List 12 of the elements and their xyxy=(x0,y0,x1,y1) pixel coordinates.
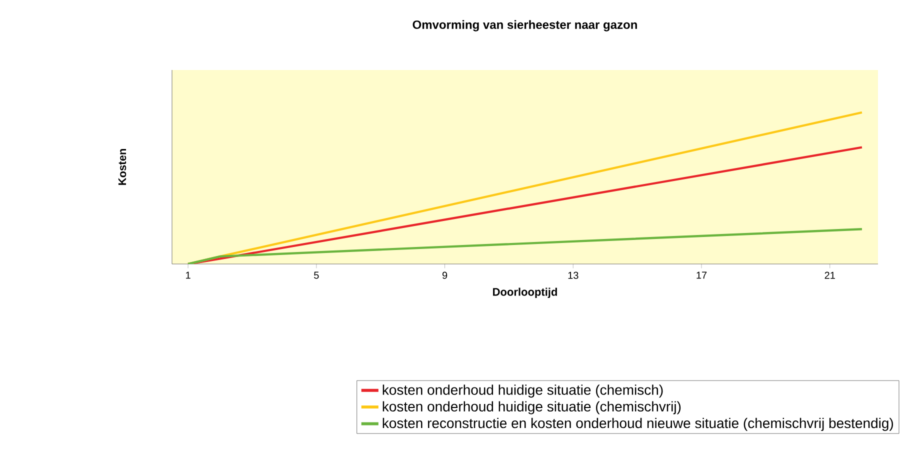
x-tick-label: 13 xyxy=(568,272,578,279)
x-tick-label: 21 xyxy=(824,272,835,279)
y-axis-title: Kosten xyxy=(118,149,126,185)
x-tick-label: 9 xyxy=(442,272,448,279)
x-tick-label: 5 xyxy=(314,272,319,279)
x-tick-label: 17 xyxy=(696,272,707,279)
chart-title: Omvorming van sierheester naar gazon xyxy=(412,20,637,32)
x-tick-label: 1 xyxy=(186,272,190,279)
x-axis-title: Doorlooptijd xyxy=(493,288,557,298)
legend-label: kosten reconstructie en kosten onderhoud nieuwe situatie (chemischvrij bestendig) xyxy=(382,418,894,431)
legend-label: kosten onderhoud huidige situatie (chemischvrij) xyxy=(382,401,681,414)
legend-label: kosten onderhoud huidige situatie (chemisch) xyxy=(382,384,663,398)
